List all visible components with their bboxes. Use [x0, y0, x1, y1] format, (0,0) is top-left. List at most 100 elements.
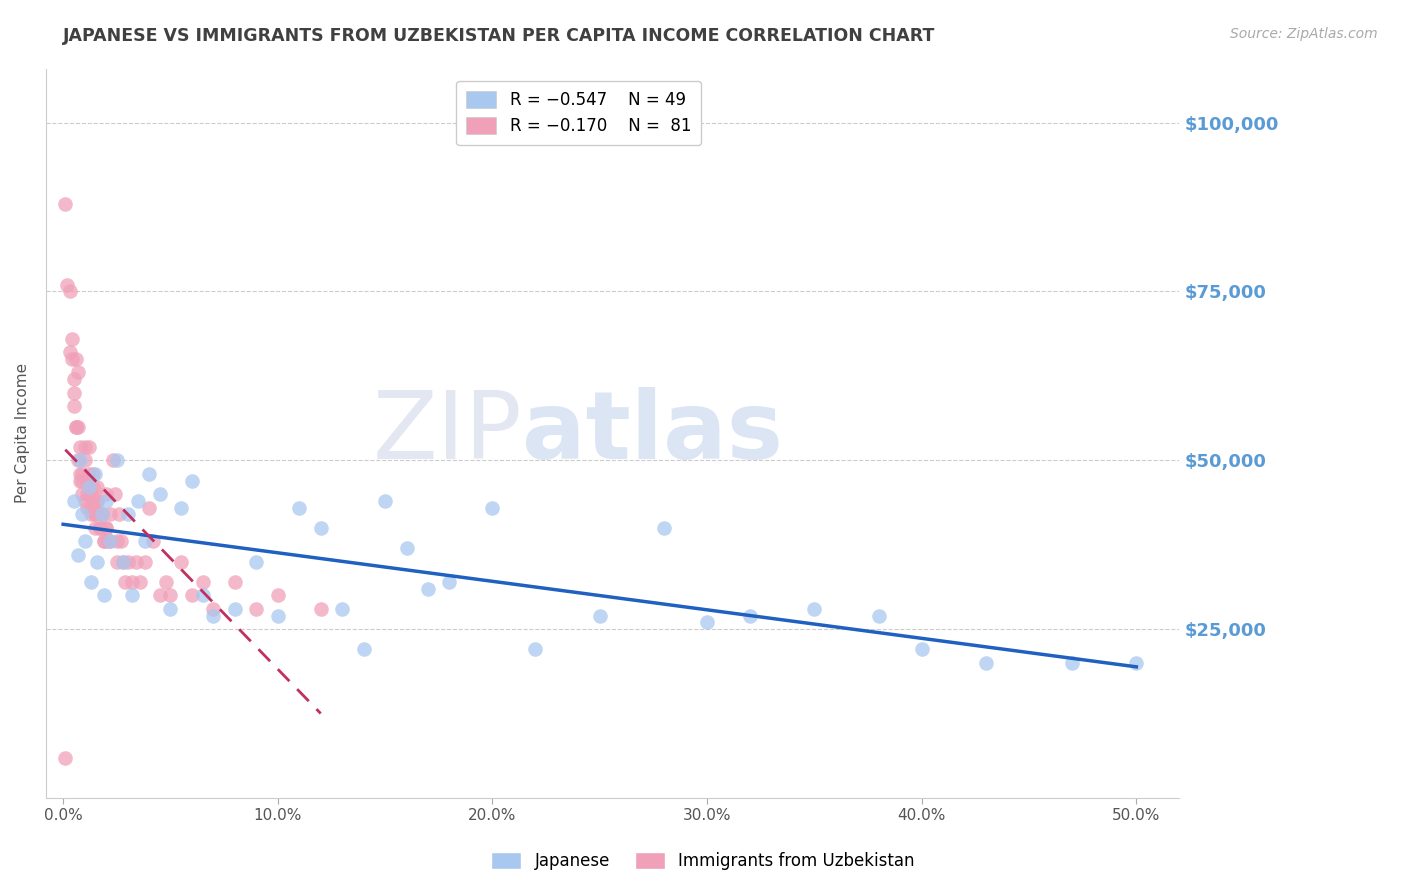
Point [117, 508, 139, 522]
Point [416, 582, 439, 596]
Point [76, 487, 98, 501]
Text: atlas: atlas [522, 387, 783, 479]
Point [104, 487, 127, 501]
Point [439, 574, 461, 589]
Point [93, 534, 115, 549]
Point [65, 419, 87, 434]
Point [58, 285, 80, 299]
Point [974, 656, 997, 670]
Point [224, 574, 246, 589]
Point [105, 555, 128, 569]
Point [77, 480, 100, 494]
Point [202, 608, 225, 623]
Point [149, 487, 172, 501]
Point [60, 351, 83, 366]
Point [72, 467, 94, 481]
Point [181, 474, 204, 488]
Point [652, 521, 675, 535]
Point [112, 555, 135, 569]
Point [69, 453, 91, 467]
Point [1060, 656, 1083, 670]
Point [803, 602, 825, 616]
Point [84, 467, 107, 481]
Point [72, 487, 94, 501]
Point [374, 493, 396, 508]
Point [309, 602, 332, 616]
Point [93, 534, 115, 549]
Point [98, 508, 121, 522]
Point [67, 419, 90, 434]
Point [110, 534, 132, 549]
Point [67, 548, 90, 562]
Point [89, 521, 111, 535]
Point [481, 500, 503, 515]
Point [138, 467, 160, 481]
Point [105, 453, 128, 467]
Point [65, 351, 87, 366]
Point [86, 480, 108, 494]
Point [94, 521, 117, 535]
Point [97, 534, 120, 549]
Point [73, 534, 96, 549]
Point [69, 440, 91, 454]
Point [90, 508, 112, 522]
Point [127, 493, 149, 508]
Point [245, 555, 267, 569]
Point [395, 541, 418, 555]
Point [63, 493, 86, 508]
Point [77, 480, 100, 494]
Point [98, 534, 121, 549]
Point [170, 555, 193, 569]
Point [84, 508, 107, 522]
Point [125, 555, 148, 569]
Point [98, 534, 121, 549]
Point [121, 574, 143, 589]
Point [90, 508, 112, 522]
Text: ZIP: ZIP [373, 387, 522, 479]
Point [868, 608, 890, 623]
Point [589, 608, 612, 623]
Point [191, 574, 214, 589]
Point [1125, 656, 1147, 670]
Point [86, 493, 108, 508]
Point [134, 534, 156, 549]
Point [84, 521, 107, 535]
Point [738, 608, 761, 623]
Point [94, 487, 117, 501]
Point [63, 385, 86, 400]
Point [82, 480, 104, 494]
Point [353, 642, 375, 657]
Point [170, 500, 193, 515]
Point [80, 500, 103, 515]
Point [89, 521, 111, 535]
Point [105, 534, 128, 549]
Point [53, 750, 76, 764]
Point [80, 574, 103, 589]
Point [138, 500, 160, 515]
Point [101, 453, 124, 467]
Legend: Japanese, Immigrants from Uzbekistan: Japanese, Immigrants from Uzbekistan [485, 845, 921, 877]
Point [267, 589, 290, 603]
Point [330, 602, 353, 616]
Point [82, 467, 104, 481]
Point [72, 474, 94, 488]
Point [117, 555, 139, 569]
Point [69, 467, 91, 481]
Point [524, 642, 547, 657]
Point [80, 487, 103, 501]
Point [114, 574, 136, 589]
Point [60, 332, 83, 346]
Point [121, 589, 143, 603]
Point [73, 440, 96, 454]
Point [94, 521, 117, 535]
Point [73, 453, 96, 467]
Point [69, 474, 91, 488]
Point [63, 399, 86, 413]
Point [80, 508, 103, 522]
Point [309, 521, 332, 535]
Point [90, 508, 112, 522]
Point [155, 574, 177, 589]
Point [63, 372, 86, 386]
Point [224, 602, 246, 616]
Point [267, 608, 290, 623]
